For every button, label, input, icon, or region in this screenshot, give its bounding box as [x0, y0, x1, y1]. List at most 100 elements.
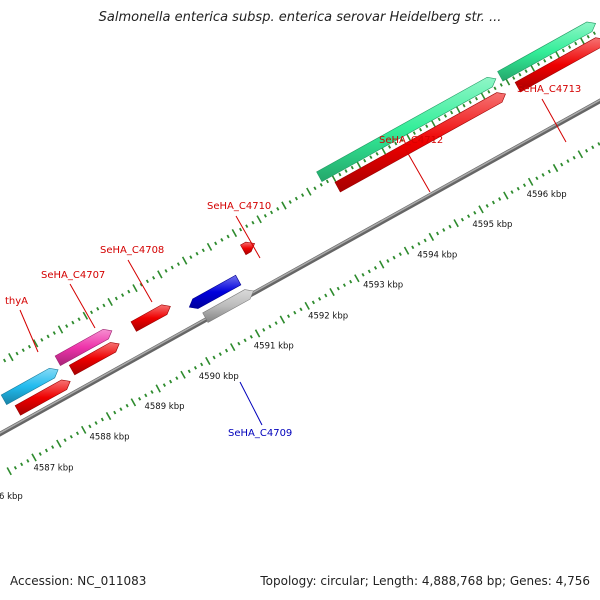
inner-scale-tick [597, 142, 600, 146]
outer-scale-tick [474, 96, 478, 101]
outer-scale-tick [350, 165, 354, 170]
inner-scale-tick [498, 197, 502, 201]
outer-scale-tick [536, 62, 541, 67]
inner-scale-tick [453, 219, 459, 228]
gene-label: SeHA_C4707 [41, 270, 105, 281]
inner-scale-tick [535, 176, 539, 181]
outer-scale-tick [170, 265, 174, 270]
outer-scale-tick [82, 311, 89, 320]
inner-scale-tick [552, 163, 559, 173]
position-label: 4589 kbp [144, 402, 184, 412]
outer-scale-tick [263, 213, 267, 218]
position-label: 4596 kbp [527, 190, 567, 200]
outer-scale-tick [512, 76, 516, 80]
inner-scale-tick [200, 362, 204, 367]
inner-scale-tick [386, 259, 390, 263]
inner-scale-tick [485, 204, 489, 208]
map-title: Salmonella enterica subsp. enterica sero… [98, 10, 502, 25]
backbone-highlight [0, 99, 600, 434]
outer-scale-tick [468, 100, 472, 104]
gene-label-leader [19, 309, 39, 353]
gene-label: SeHA_C4708 [100, 245, 164, 256]
outer-scale-tick [71, 320, 75, 325]
outer-scale-tick [363, 158, 367, 163]
outer-scale-tick [592, 31, 596, 36]
outer-scale-tick [32, 339, 39, 348]
inner-scale-tick [361, 272, 365, 277]
inner-scale-tick [436, 231, 440, 236]
outer-scale-tick [77, 317, 81, 322]
inner-scale-tick [6, 467, 12, 476]
position-label: 4587 kbp [33, 464, 73, 474]
inner-scale-tick [75, 431, 80, 436]
outer-scale-tick [288, 200, 292, 204]
cds-arrow-seha_c4709 [202, 289, 254, 323]
gene-label-leader [127, 259, 153, 303]
outer-scale-tick [394, 141, 398, 146]
outer-scale-tick [251, 220, 255, 225]
outer-scale-tick [21, 348, 25, 353]
outer-scale-tick [15, 351, 19, 356]
outer-scale-tick [139, 282, 143, 287]
outer-scale-tick [8, 353, 14, 362]
gene-label: SeHA_C4712 [379, 135, 443, 146]
outer-scale-tick [375, 151, 379, 156]
outer-scale-tick [561, 48, 565, 53]
inner-scale-tick [51, 445, 55, 449]
inner-scale-tick [516, 186, 520, 191]
cds-arrow-seha_c4712 [316, 76, 497, 183]
outer-scale-tick [121, 293, 125, 297]
position-label: 4591 kbp [254, 341, 294, 351]
outer-scale-tick [400, 138, 404, 142]
inner-scale-tick [229, 343, 236, 352]
outer-scale-tick [201, 248, 205, 253]
gene-label-leader [69, 283, 96, 329]
outer-scale-tick [40, 338, 44, 342]
outer-scale-tick [450, 110, 454, 115]
inner-scale-tick [527, 177, 534, 186]
outer-scale-tick [344, 169, 348, 173]
outer-scale-tick [325, 179, 329, 184]
outer-scale-tick [499, 83, 503, 87]
genome-summary-text: Topology: circular; Length: 4,888,768 bp… [260, 574, 590, 588]
inner-scale-tick [218, 352, 222, 356]
inner-scale-tick [560, 162, 564, 167]
inner-scale-tick [243, 338, 247, 343]
inner-scale-tick [392, 255, 396, 260]
inner-scale-tick [119, 407, 123, 412]
inner-scale-tick [411, 245, 415, 250]
position-label: 4593 kbp [363, 281, 403, 291]
cds-arrow-seha_c4710 [240, 241, 256, 256]
gene-label: SeHA_C4710 [207, 201, 271, 212]
inner-scale-tick [373, 266, 378, 270]
cds-arrow-seha_c4713 [497, 21, 597, 82]
outer-scale-tick [239, 227, 243, 232]
inner-scale-tick [224, 348, 229, 353]
inner-scale-tick [541, 173, 545, 177]
gene-label-leader [405, 149, 431, 193]
inner-scale-tick [20, 462, 24, 467]
outer-scale-tick [568, 45, 572, 49]
outer-scale-tick [189, 255, 193, 260]
outer-scale-tick [574, 41, 578, 46]
outer-scale-tick [313, 186, 317, 191]
outer-scale-tick [114, 296, 118, 301]
position-label: 4590 kbp [199, 372, 239, 382]
position-label: 4592 kbp [308, 311, 348, 321]
outer-scale-tick [301, 193, 305, 197]
inner-scale-tick [311, 300, 315, 305]
inner-scale-tick [169, 379, 173, 384]
outer-scale-tick [195, 251, 199, 256]
inner-scale-tick [56, 439, 62, 448]
inner-scale-tick [378, 260, 385, 269]
inner-scale-tick [473, 210, 477, 215]
outer-scale-tick [276, 207, 280, 211]
inner-scale-tick [144, 393, 148, 398]
inner-scale-tick [467, 214, 471, 219]
inner-scale-tick [150, 390, 154, 394]
inner-scale-tick [162, 383, 166, 387]
cds-arrow-thya [14, 379, 71, 416]
inner-scale-tick [113, 410, 117, 415]
outer-scale-tick [127, 289, 131, 294]
outer-scale-tick [412, 131, 416, 135]
